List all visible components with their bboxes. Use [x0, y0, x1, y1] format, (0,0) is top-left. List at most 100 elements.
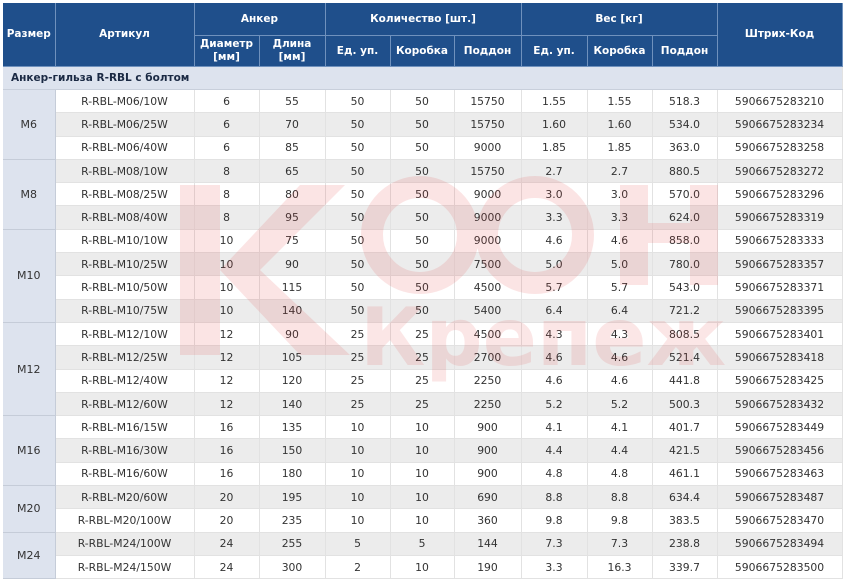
weight-box-cell: 1.55: [587, 89, 653, 114]
weight-box-cell: 4.4: [587, 438, 653, 463]
qty-pallet-cell: 900: [454, 462, 522, 487]
size-cell: M6: [3, 89, 56, 160]
weight-unit-cell: 6.4: [521, 299, 588, 323]
weight-box-cell: 4.1: [587, 415, 653, 440]
table-row: M20 R-RBL-M20/60W 20 195 10 10 690 8.8 8.8 634.4 5…: [3, 485, 843, 533]
weight-unit-cell: 1.55: [521, 89, 588, 114]
weight-box-cell: 5.0: [587, 252, 653, 277]
barcode-cell: 5906675283456: [717, 438, 843, 463]
header-diameter: Диаметр [мм]: [194, 35, 260, 67]
weight-box-cell: 3.0: [587, 182, 653, 207]
length-cell: 235: [259, 508, 326, 533]
table-row: R-RBL-M08/25W 8 80 50 50 9000 3.0 3.0 570.0 59066…: [3, 182, 843, 207]
diameter-cell: 6: [194, 136, 260, 160]
article-cell: R-RBL-M16/30W: [55, 438, 195, 463]
qty-unit-cell: 50: [325, 136, 391, 160]
diameter-cell: 6: [194, 89, 260, 114]
weight-box-cell: 4.6: [587, 369, 653, 393]
length-cell: 150: [259, 438, 326, 463]
qty-unit-cell: 50: [325, 89, 391, 114]
weight-unit-cell: 4.6: [521, 369, 588, 393]
table-row: R-RBL-M08/40W 8 95 50 50 9000 3.3 3.3 624.0 59066…: [3, 205, 843, 230]
diameter-cell: 16: [194, 462, 260, 487]
weight-pallet-cell: 521.4: [652, 345, 718, 370]
weight-box-cell: 7.3: [587, 532, 653, 556]
weight-pallet-cell: 421.5: [652, 438, 718, 463]
weight-unit-cell: 8.8: [521, 485, 588, 510]
article-cell: R-RBL-M06/10W: [55, 89, 195, 114]
header-size: Размер: [3, 3, 56, 67]
weight-pallet-cell: 461.1: [652, 462, 718, 487]
qty-unit-cell: 25: [325, 369, 391, 393]
weight-pallet-cell: 401.7: [652, 415, 718, 440]
qty-box-cell: 10: [390, 438, 455, 463]
size-cell: M20: [3, 485, 56, 533]
qty-unit-cell: 50: [325, 205, 391, 230]
barcode-cell: 5906675283234: [717, 112, 843, 137]
weight-box-cell: 5.2: [587, 392, 653, 417]
weight-unit-cell: 3.3: [521, 205, 588, 230]
weight-pallet-cell: 858.0: [652, 229, 718, 254]
article-cell: R-RBL-M12/10W: [55, 322, 195, 347]
header-article: Артикул: [55, 3, 195, 67]
qty-unit-cell: 50: [325, 299, 391, 323]
qty-box-cell: 10: [390, 462, 455, 487]
weight-pallet-cell: 500.3: [652, 392, 718, 417]
diameter-cell: 10: [194, 299, 260, 323]
barcode-cell: 5906675283432: [717, 392, 843, 417]
table-row: M12 R-RBL-M12/10W 12 90 25 25 4500 4.3 4.3 808.5 5…: [3, 322, 843, 417]
weight-unit-cell: 1.60: [521, 112, 588, 137]
diameter-cell: 12: [194, 369, 260, 393]
qty-pallet-cell: 2700: [454, 345, 522, 370]
length-cell: 55: [259, 89, 326, 114]
table-row: R-RBL-M12/40W 12 120 25 25 2250 4.6 4.6 441.8 590…: [3, 369, 843, 393]
table-row: M16 R-RBL-M16/15W 16 135 10 10 900 4.1 4.1 401.7 5…: [3, 415, 843, 487]
qty-box-cell: 50: [390, 136, 455, 160]
qty-pallet-cell: 4500: [454, 322, 522, 347]
size-cell: M8: [3, 159, 56, 230]
header-w-box: Коробка: [587, 35, 653, 67]
barcode-cell: 5906675283319: [717, 205, 843, 230]
weight-unit-cell: 4.6: [521, 345, 588, 370]
barcode-cell: 5906675283463: [717, 462, 843, 487]
qty-box-cell: 50: [390, 112, 455, 137]
qty-pallet-cell: 690: [454, 485, 522, 510]
weight-unit-cell: 1.85: [521, 136, 588, 160]
header-row-top: Размер Артикул Анкер Количество [шт.] Ве…: [3, 3, 843, 67]
table-body: Анкер-гильза R-RBL с болтом M6 R-RBL-M06/…: [3, 66, 843, 579]
barcode-cell: 5906675283470: [717, 508, 843, 533]
length-cell: 120: [259, 369, 326, 393]
weight-pallet-cell: 441.8: [652, 369, 718, 393]
qty-box-cell: 50: [390, 275, 455, 300]
article-cell: R-RBL-M10/75W: [55, 299, 195, 323]
table-row: M8 R-RBL-M08/10W 8 65 50 50 15750 2.7 2.7 880.5 59…: [3, 159, 843, 230]
size-cell: M10: [3, 229, 56, 323]
weight-unit-cell: 4.1: [521, 415, 588, 440]
weight-unit-cell: 4.4: [521, 438, 588, 463]
weight-box-cell: 8.8: [587, 485, 653, 510]
diameter-cell: 8: [194, 159, 260, 184]
qty-box-cell: 5: [390, 532, 455, 556]
article-cell: R-RBL-M20/60W: [55, 485, 195, 510]
barcode-cell: 5906675283357: [717, 252, 843, 277]
weight-box-cell: 1.85: [587, 136, 653, 160]
diameter-cell: 20: [194, 508, 260, 533]
weight-box-cell: 5.7: [587, 275, 653, 300]
qty-unit-cell: 50: [325, 229, 391, 254]
length-cell: 90: [259, 252, 326, 277]
barcode-cell: 5906675283487: [717, 485, 843, 510]
product-table-container: Размер Артикул Анкер Количество [шт.] Ве…: [3, 3, 843, 579]
weight-pallet-cell: 238.8: [652, 532, 718, 556]
weight-box-cell: 3.3: [587, 205, 653, 230]
weight-unit-cell: 2.7: [521, 159, 588, 184]
weight-pallet-cell: 534.0: [652, 112, 718, 137]
weight-box-cell: 9.8: [587, 508, 653, 533]
weight-unit-cell: 4.6: [521, 229, 588, 254]
weight-box-cell: 4.6: [587, 345, 653, 370]
diameter-cell: 24: [194, 532, 260, 556]
header-w-unit: Ед. уп.: [521, 35, 588, 67]
qty-box-cell: 25: [390, 392, 455, 417]
section-title: Анкер-гильза R-RBL с болтом: [3, 66, 843, 90]
weight-box-cell: 16.3: [587, 555, 653, 579]
weight-unit-cell: 7.3: [521, 532, 588, 556]
